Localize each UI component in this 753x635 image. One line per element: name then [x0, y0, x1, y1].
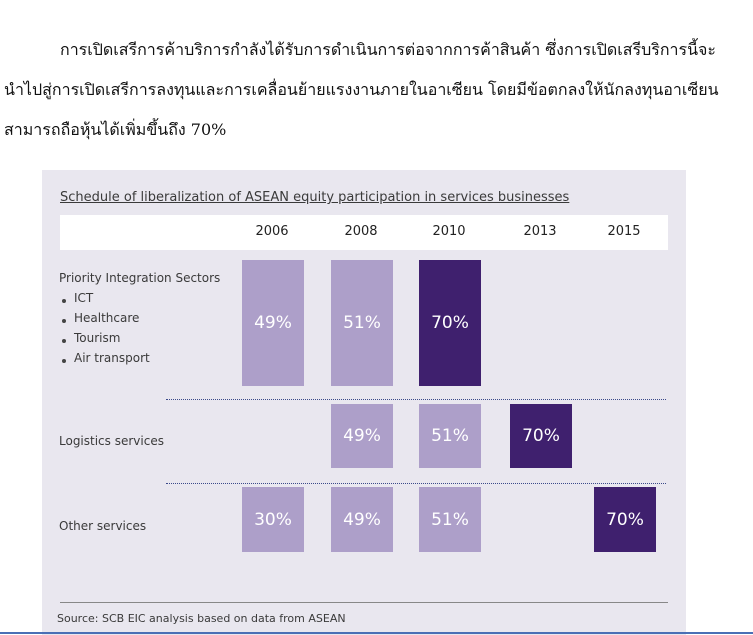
cell: 70% — [510, 404, 572, 468]
row-label: Logistics services — [59, 434, 164, 448]
cell: 49% — [331, 404, 393, 468]
bullet — [62, 319, 66, 323]
cell: 51% — [419, 487, 481, 552]
year-header: 2010 — [432, 224, 466, 239]
paragraph-line: นำไปสู่การเปิดเสรีการลงทุนและการเคลื่อนย… — [4, 80, 719, 99]
cell: 51% — [331, 260, 393, 386]
year-header: 2006 — [255, 224, 289, 239]
figure: Schedule of liberalization of ASEAN equi… — [42, 170, 686, 635]
year-header: 2008 — [344, 224, 378, 239]
bullet — [62, 299, 66, 303]
cell: 51% — [419, 404, 481, 468]
paragraph-line: การเปิดเสรีการค้าบริการกำลังได้รับการดำเ… — [60, 40, 716, 59]
row-item: Healthcare — [74, 311, 140, 325]
row-label: Priority Integration Sectors — [59, 271, 221, 285]
row-label: Other services — [59, 519, 147, 533]
source: Source: SCB EIC analysis based on data f… — [57, 612, 346, 625]
header-row — [60, 215, 668, 250]
divider — [166, 483, 666, 484]
figure-title: Schedule of liberalization of ASEAN equi… — [60, 190, 570, 205]
year-header: 2015 — [607, 224, 641, 239]
cell: 30% — [242, 487, 304, 552]
page-edge — [0, 632, 753, 634]
divider — [60, 602, 668, 603]
row-item: ICT — [74, 291, 94, 305]
cell: 70% — [594, 487, 656, 552]
paragraph-line: สามารถถือหุ้นได้เพิ่มขึ้นถึง 70% — [4, 120, 227, 139]
bullet — [62, 359, 66, 363]
row-item: Air transport — [74, 351, 150, 365]
bullet — [62, 339, 66, 343]
row-item: Tourism — [74, 331, 121, 345]
cell: 49% — [331, 487, 393, 552]
year-header: 2013 — [523, 224, 557, 239]
divider — [166, 399, 666, 400]
cell: 70% — [419, 260, 481, 386]
cell: 49% — [242, 260, 304, 386]
